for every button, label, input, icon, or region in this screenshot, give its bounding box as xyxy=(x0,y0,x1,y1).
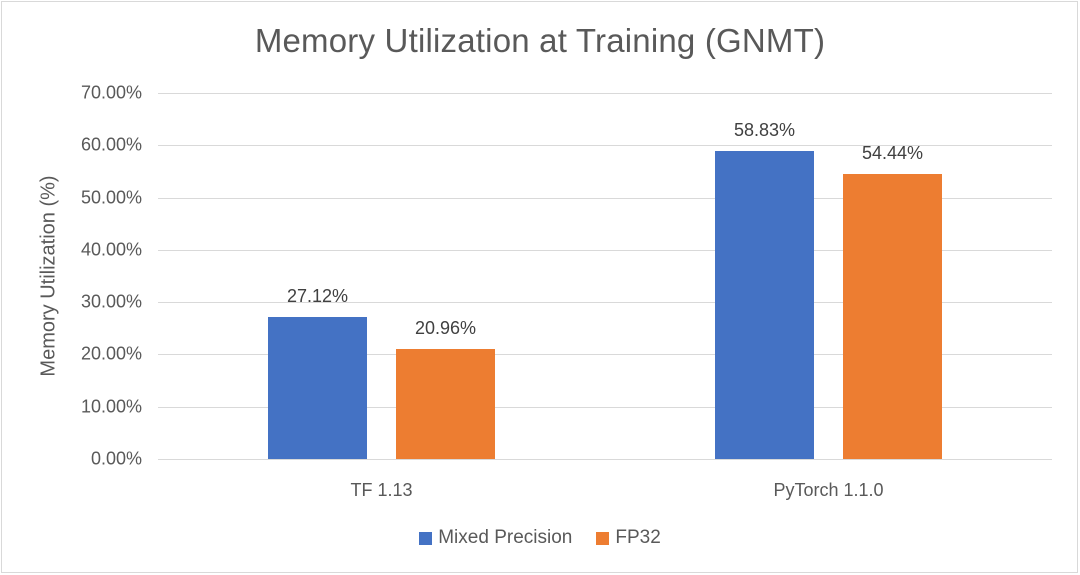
bar xyxy=(396,349,495,459)
legend-swatch-icon xyxy=(596,531,610,545)
legend: Mixed Precision FP32 xyxy=(0,527,1080,549)
y-axis-label: Memory Utilization (%) xyxy=(37,175,60,377)
y-tick-label: 10.00% xyxy=(80,396,142,417)
legend-item-mixed-precision: Mixed Precision xyxy=(419,527,572,549)
data-label: 27.12% xyxy=(286,286,349,307)
gridline xyxy=(158,354,1052,355)
chart-title: Memory Utilization at Training (GNMT) xyxy=(254,22,826,59)
gridline xyxy=(158,250,1052,251)
gridline xyxy=(158,459,1052,460)
gridline xyxy=(158,93,1052,94)
y-tick-label: 30.00% xyxy=(80,291,142,312)
legend-label: FP32 xyxy=(615,527,661,548)
bar xyxy=(843,174,942,459)
data-label: 20.96% xyxy=(414,318,477,339)
legend-item-fp32: FP32 xyxy=(596,527,661,549)
y-tick-label: 70.00% xyxy=(80,82,142,103)
y-tick-label: 0.00% xyxy=(90,448,142,469)
gridline xyxy=(158,407,1052,408)
y-tick-label: 20.00% xyxy=(80,343,142,364)
x-category-label: TF 1.13 xyxy=(350,480,413,500)
y-tick-label: 50.00% xyxy=(80,187,142,208)
y-tick-label: 60.00% xyxy=(80,134,142,155)
legend-label: Mixed Precision xyxy=(438,527,573,548)
data-label: 58.83% xyxy=(733,120,796,141)
legend-swatch-icon xyxy=(419,531,433,545)
gridline xyxy=(158,145,1052,146)
data-label: 54.44% xyxy=(861,143,924,164)
bar xyxy=(268,317,367,459)
gridline xyxy=(158,198,1052,199)
gridline xyxy=(158,302,1052,303)
y-tick-label: 40.00% xyxy=(80,239,142,260)
x-category-label: PyTorch 1.1.0 xyxy=(773,480,884,500)
bar xyxy=(715,151,814,459)
